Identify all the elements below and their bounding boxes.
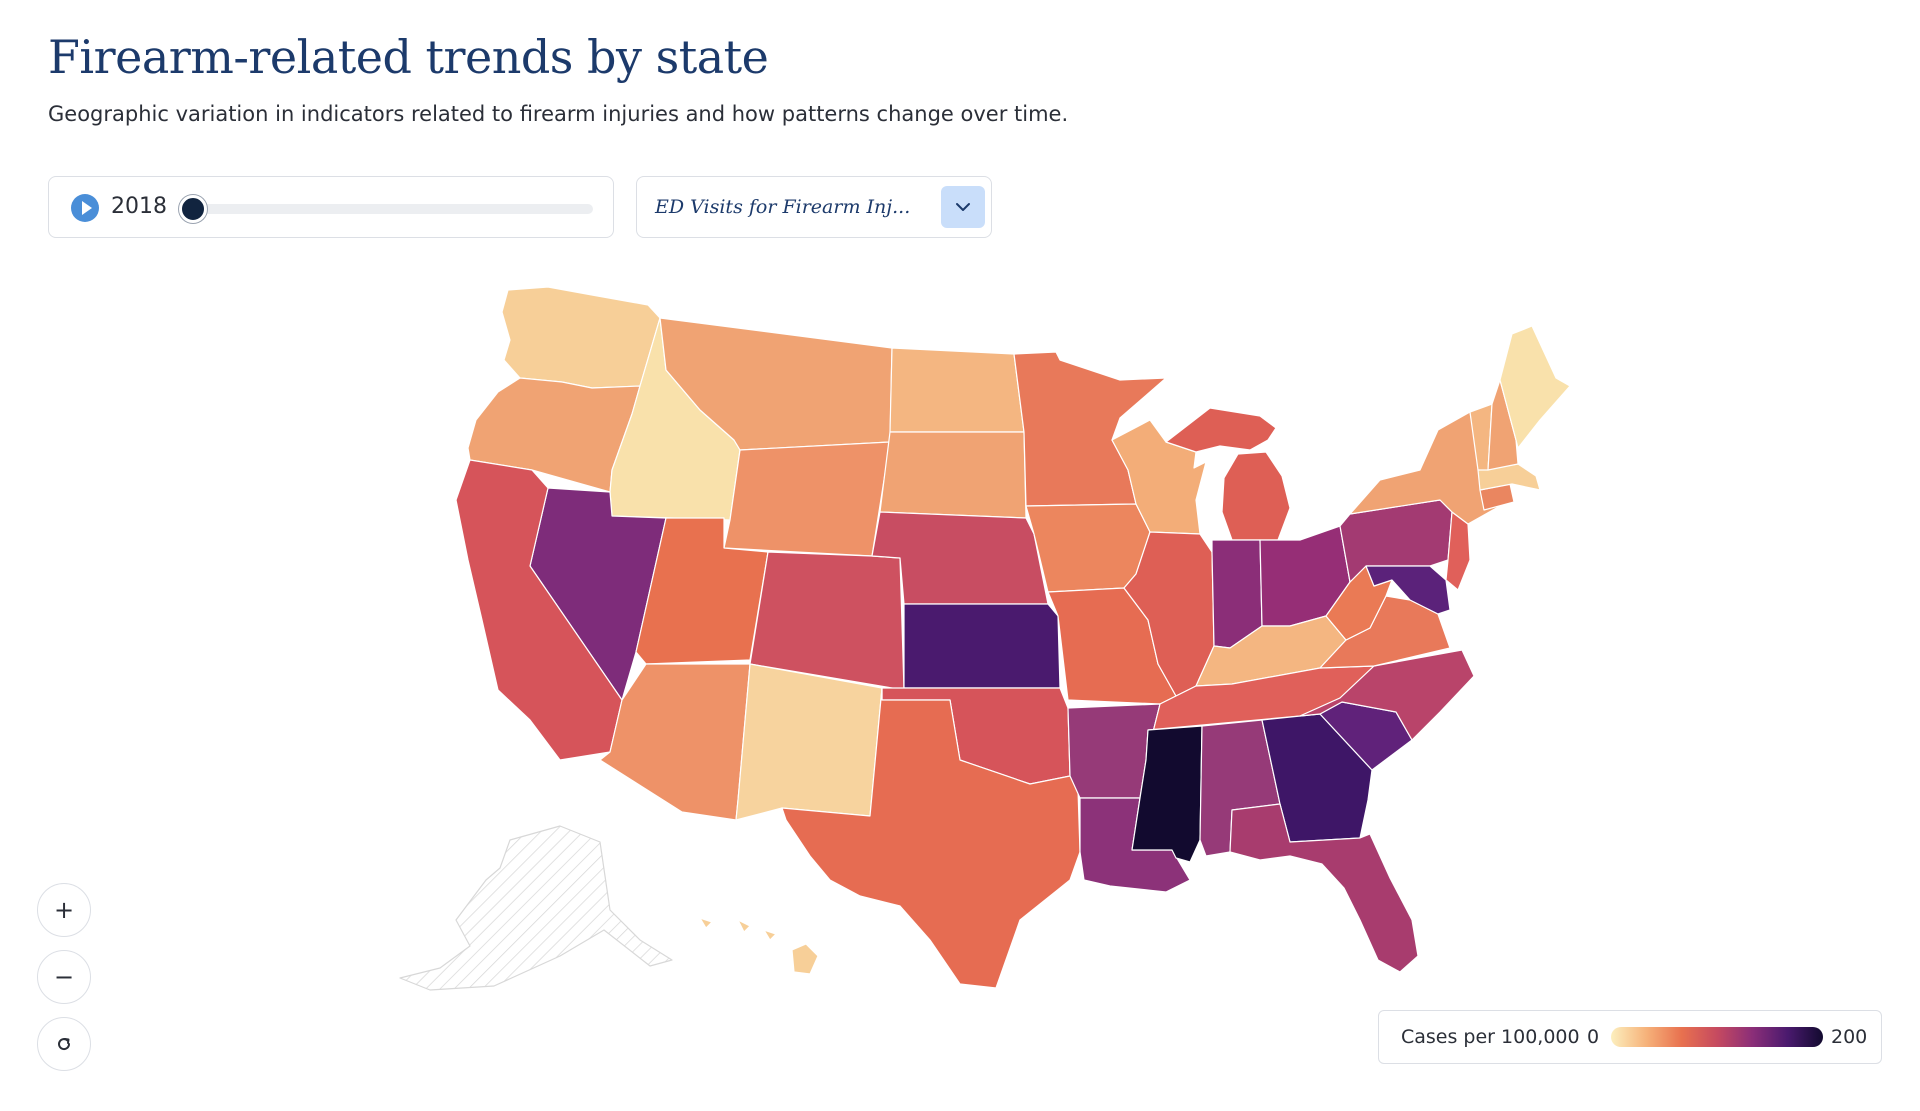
year-label: 2018 [111, 194, 167, 219]
color-legend: Cases per 100,000 0 200 [1378, 1010, 1882, 1064]
chevron-down-icon [956, 203, 970, 211]
state-MD[interactable] [1365, 565, 1451, 615]
state-ME[interactable] [1499, 325, 1571, 449]
us-choropleth-map [399, 286, 1571, 991]
reset-view-button[interactable] [37, 1017, 91, 1071]
year-timeline: 2018 [48, 176, 614, 238]
state-TX[interactable] [781, 687, 1081, 989]
state-AK[interactable] [399, 825, 673, 991]
page-subtitle: Geographic variation in indicators relat… [48, 102, 1069, 126]
reset-icon [58, 1038, 71, 1051]
metric-selected-label: ED Visits for Firearm Inj... [655, 196, 911, 218]
state-MN[interactable] [1013, 351, 1167, 507]
state-ND[interactable] [889, 347, 1025, 433]
state-KS[interactable] [903, 603, 1061, 689]
page-title: Firearm-related trends by state [48, 30, 769, 84]
state-NC[interactable] [1299, 649, 1475, 741]
state-SD[interactable] [879, 431, 1027, 519]
state-NH[interactable] [1487, 379, 1519, 471]
zoom-out-button[interactable]: − [37, 950, 91, 1004]
state-CA[interactable] [455, 459, 623, 761]
state-WA[interactable] [501, 286, 661, 389]
state-CO[interactable] [749, 551, 905, 691]
state-MI[interactable] [1165, 407, 1291, 541]
state-WI[interactable] [1111, 419, 1207, 535]
state-NM[interactable] [735, 663, 883, 821]
year-slider-thumb[interactable] [179, 195, 207, 223]
state-HI[interactable] [699, 917, 819, 975]
year-slider-track[interactable] [179, 195, 593, 223]
play-icon[interactable] [71, 194, 99, 222]
legend-gradient-bar [1611, 1027, 1823, 1047]
legend-min: 0 [1587, 1026, 1600, 1048]
legend-title: Cases per 100,000 [1401, 1026, 1580, 1048]
state-FL[interactable] [1229, 803, 1419, 973]
metric-dropdown[interactable]: ED Visits for Firearm Inj... [636, 176, 992, 238]
metric-dropdown-toggle[interactable] [941, 186, 985, 228]
legend-max: 200 [1831, 1026, 1868, 1048]
state-WY[interactable] [723, 441, 891, 557]
zoom-in-button[interactable]: + [37, 883, 91, 937]
